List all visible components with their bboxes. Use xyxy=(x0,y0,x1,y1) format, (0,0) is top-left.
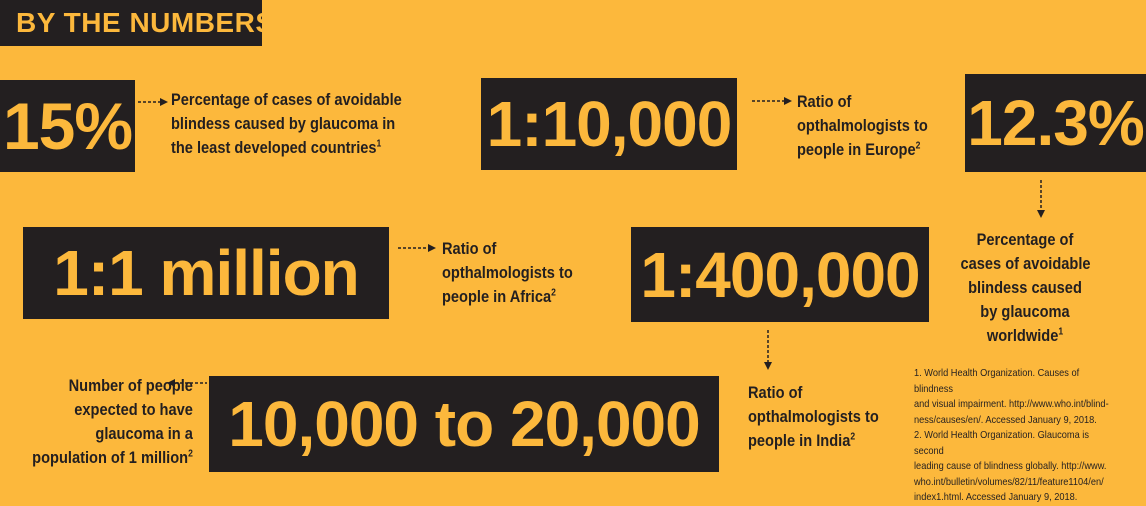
references: 1. World Health Organization. Causes of … xyxy=(914,366,1115,506)
stat-15-percent: 15% xyxy=(0,80,135,172)
stat-value: 10,000 to 20,000 xyxy=(228,388,700,460)
stat-value: 1:1 million xyxy=(53,237,359,309)
stat-12-3-percent: 12.3% xyxy=(965,74,1146,172)
stat-1-10000-description: Ratio of opthalmologists to people in Eu… xyxy=(797,92,928,159)
stat-1-10000: 1:10,000 xyxy=(481,78,737,170)
arrow-right-icon xyxy=(138,98,168,106)
arrow-down-icon xyxy=(764,330,772,370)
stat-1-1-million: 1:1 million xyxy=(23,227,389,319)
stat-value: 1:400,000 xyxy=(640,238,920,311)
arrow-right-icon xyxy=(752,97,792,105)
stat-value: 15% xyxy=(2,89,133,163)
stat-1-1-million-description: Ratio of opthalmologists to people in Af… xyxy=(442,239,573,306)
reference-2: 2. World Health Organization. Glaucoma i… xyxy=(914,429,1107,503)
arrow-left-icon xyxy=(167,379,207,387)
stat-12-3-percent-description: Percentage of cases of avoidable blindes… xyxy=(960,230,1091,345)
page-title: BY THE NUMBERS xyxy=(0,0,274,46)
arrow-down-icon xyxy=(1037,180,1045,218)
stat-10000-to-20000-description: Number of people expected to have glauco… xyxy=(32,376,193,467)
stat-15-percent-description: Percentage of cases of avoidable blindes… xyxy=(171,90,402,157)
stat-10000-to-20000: 10,000 to 20,000 xyxy=(209,376,719,472)
stat-value: 12.3% xyxy=(967,87,1144,159)
arrow-right-icon xyxy=(398,244,436,252)
stat-value: 1:10,000 xyxy=(486,88,733,160)
reference-1: 1. World Health Organization. Causes of … xyxy=(914,367,1109,426)
stat-1-400000: 1:400,000 xyxy=(631,227,929,322)
stat-1-400000-description: Ratio of opthalmologists to people in In… xyxy=(748,383,879,450)
